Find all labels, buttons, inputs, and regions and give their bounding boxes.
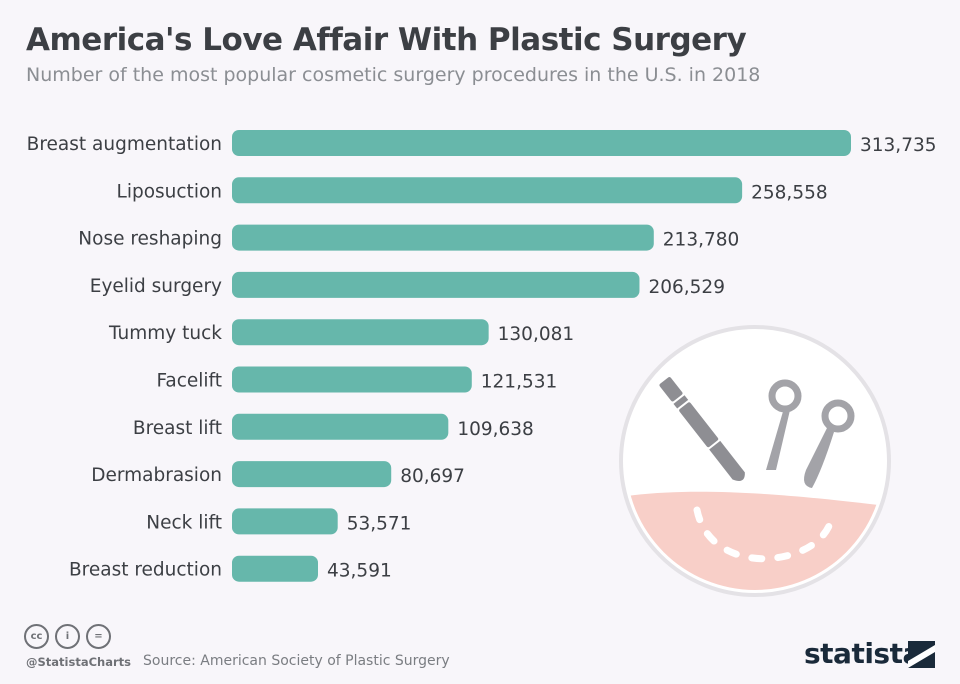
statista-logo-mark-icon xyxy=(908,641,935,668)
license-icons: cc i = xyxy=(24,624,111,649)
value-label: 130,081 xyxy=(498,324,575,345)
category-labels: Breast augmentation Liposuction Nose resha… xyxy=(27,134,223,581)
value-label: 258,558 xyxy=(751,182,828,203)
value-labels: 313,735 258,558 213,780 206,529 130,081 121,5… xyxy=(327,135,937,582)
by-icon[interactable]: i xyxy=(55,624,80,649)
cc-icon[interactable]: cc xyxy=(24,624,49,649)
value-label: 43,591 xyxy=(327,561,392,582)
scissors-icon xyxy=(766,379,855,488)
value-label: 206,529 xyxy=(648,277,725,298)
value-label: 109,638 xyxy=(457,419,534,440)
category-label: Eyelid surgery xyxy=(90,276,222,297)
source-note: Source: American Society of Plastic Surg… xyxy=(143,653,450,669)
incision-dashes xyxy=(693,506,836,563)
scalpel-icon xyxy=(659,377,745,481)
category-label: Nose reshaping xyxy=(78,229,222,250)
page-subtitle: Number of the most popular cosmetic surg… xyxy=(26,64,761,86)
bar xyxy=(232,461,392,488)
page-title: America's Love Affair With Plastic Surge… xyxy=(26,22,747,58)
category-label: Breast augmentation xyxy=(27,134,222,155)
bar xyxy=(232,366,472,393)
category-label: Facelift xyxy=(156,371,222,392)
category-label: Dermabrasion xyxy=(91,465,222,486)
twitter-handle[interactable]: @StatistaCharts xyxy=(26,655,131,669)
category-label: Breast lift xyxy=(133,418,222,439)
category-label: Liposuction xyxy=(117,181,222,202)
bar xyxy=(232,177,743,204)
nd-icon[interactable]: = xyxy=(86,624,111,649)
statista-logo[interactable]: statista xyxy=(804,637,921,670)
category-label: Neck lift xyxy=(146,512,222,533)
category-label: Breast reduction xyxy=(69,560,222,581)
bar xyxy=(232,413,449,440)
value-label: 121,531 xyxy=(481,372,558,393)
bar xyxy=(232,319,489,346)
bar xyxy=(232,271,640,298)
value-label: 80,697 xyxy=(400,466,465,487)
value-label: 313,735 xyxy=(860,135,937,156)
bar xyxy=(232,508,338,535)
bar xyxy=(232,555,319,582)
bars-group xyxy=(232,130,851,582)
bar xyxy=(232,224,654,251)
surgery-illustration xyxy=(619,325,891,597)
category-label: Tummy tuck xyxy=(108,323,222,344)
value-label: 53,571 xyxy=(347,513,412,534)
value-label: 213,780 xyxy=(663,230,740,251)
bar xyxy=(232,130,851,156)
